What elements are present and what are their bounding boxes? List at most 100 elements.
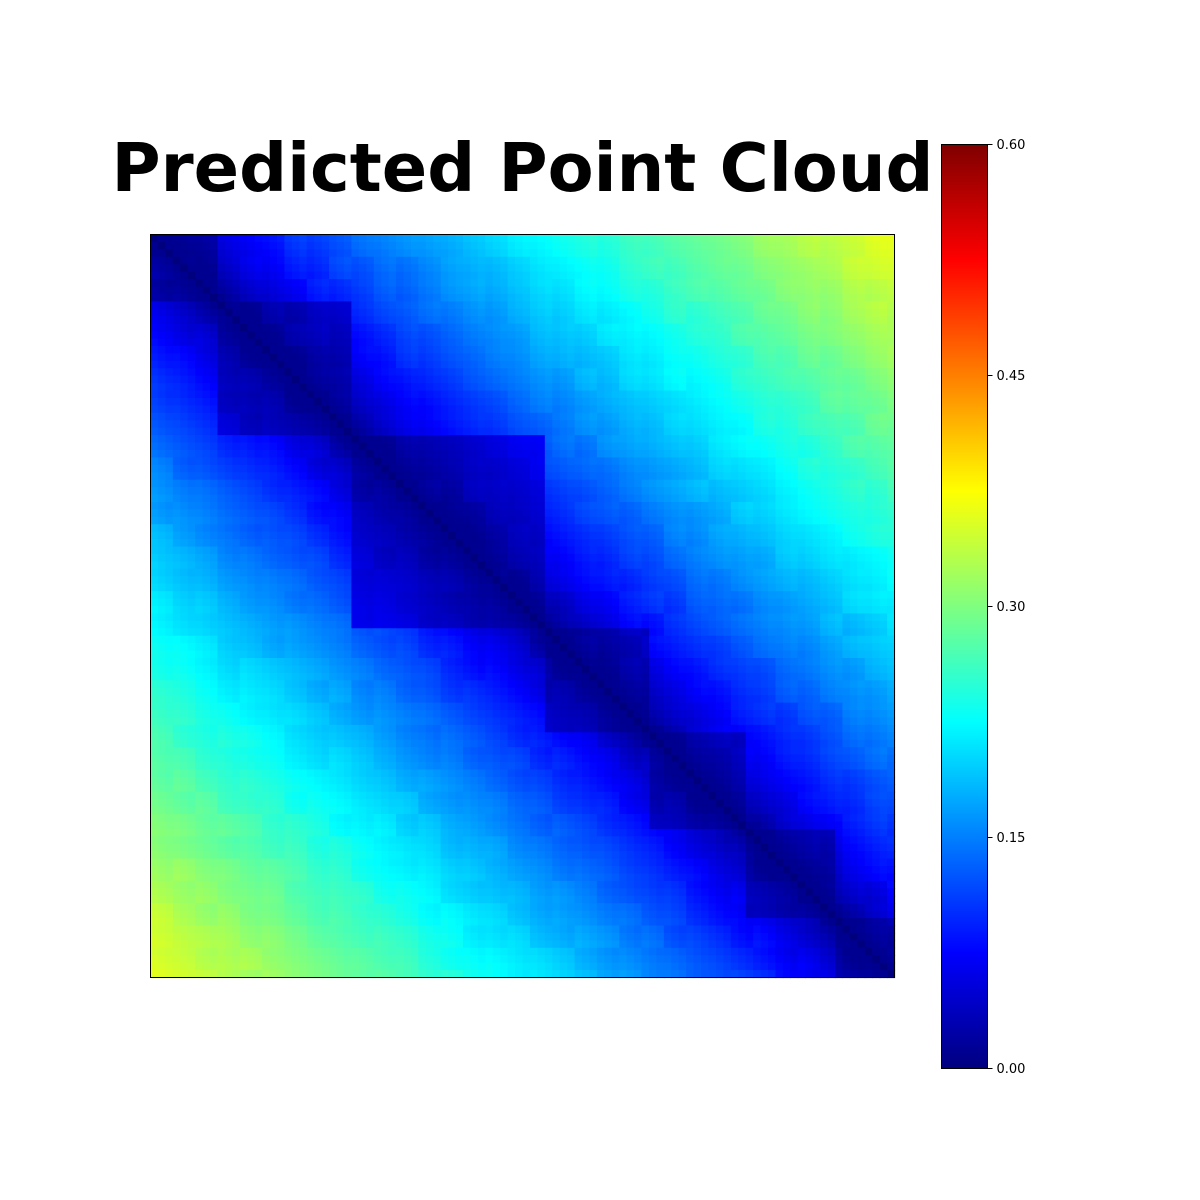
heatmap-cell: [753, 427, 762, 436]
heatmap-cell: [730, 494, 739, 503]
heatmap-cell: [291, 331, 300, 340]
heatmap-cell: [329, 301, 338, 310]
heatmap-cell: [671, 509, 680, 518]
heatmap-cell: [849, 241, 858, 250]
heatmap-cell: [693, 308, 702, 317]
heatmap-cell: [418, 501, 427, 511]
heatmap-cell: [745, 553, 754, 563]
heatmap-cell: [768, 501, 777, 511]
heatmap-cell: [879, 531, 888, 540]
heatmap-cell: [388, 316, 397, 325]
heatmap-cell: [872, 338, 881, 347]
heatmap-cell: [455, 427, 464, 436]
heatmap-cell: [314, 308, 323, 317]
heatmap-cell: [753, 360, 762, 369]
heatmap-cell: [589, 553, 598, 563]
heatmap-cell: [366, 576, 375, 585]
heatmap-cell: [753, 375, 762, 384]
heatmap-cell: [180, 583, 189, 592]
heatmap-cell: [522, 546, 531, 555]
heatmap-cell: [879, 264, 888, 273]
heatmap-cell: [358, 256, 367, 265]
heatmap-cell: [224, 464, 233, 473]
heatmap-cell: [760, 412, 769, 421]
heatmap-cell: [797, 457, 806, 466]
heatmap-cell: [574, 338, 583, 347]
heatmap-cell: [425, 553, 434, 563]
heatmap-cell: [202, 576, 211, 585]
heatmap-cell: [812, 420, 821, 429]
heatmap-cell: [239, 345, 248, 354]
heatmap-cell: [760, 234, 769, 243]
heatmap-cell: [529, 345, 538, 354]
heatmap-cell: [559, 271, 568, 280]
heatmap-cell: [805, 301, 814, 310]
heatmap-cell: [485, 412, 494, 421]
heatmap-cell: [641, 308, 650, 317]
heatmap-cell: [239, 397, 248, 406]
heatmap-cell: [753, 271, 762, 280]
heatmap-cell: [552, 568, 561, 577]
heatmap-cell: [180, 568, 189, 577]
heatmap-cell: [834, 479, 844, 488]
heatmap-cell: [834, 345, 844, 354]
heatmap-cell: [254, 591, 263, 600]
heatmap-cell: [381, 546, 390, 555]
heatmap-cell: [522, 464, 531, 473]
heatmap-cell: [351, 331, 360, 340]
heatmap-cell: [232, 420, 241, 429]
heatmap-cell: [448, 412, 457, 421]
heatmap-cell: [872, 427, 881, 436]
heatmap-cell: [559, 308, 568, 317]
heatmap-cell: [314, 591, 323, 600]
heatmap-cell: [477, 390, 486, 399]
heatmap-cell: [797, 509, 806, 518]
heatmap-cell: [247, 479, 256, 488]
heatmap-cell: [559, 390, 568, 399]
heatmap-cell: [634, 368, 643, 377]
heatmap-cell: [604, 591, 613, 600]
heatmap-cell: [485, 464, 494, 473]
heatmap-cell: [187, 308, 196, 317]
heatmap-cell: [448, 308, 457, 317]
heatmap-cell: [477, 360, 486, 369]
heatmap-cell: [187, 256, 196, 265]
heatmap-cell: [887, 420, 896, 429]
heatmap-cell: [492, 479, 501, 488]
heatmap-cell: [760, 271, 769, 280]
heatmap-cell: [515, 383, 524, 392]
heatmap-cell: [351, 368, 360, 377]
heatmap-cell: [388, 331, 397, 340]
heatmap-cell: [596, 449, 605, 458]
heatmap-cell: [239, 338, 248, 347]
heatmap-cell: [820, 383, 829, 392]
heatmap-cell: [715, 561, 724, 570]
heatmap-cell: [433, 279, 442, 288]
heatmap-cell: [515, 435, 524, 444]
heatmap-cell: [775, 249, 784, 258]
heatmap-cell: [626, 308, 635, 317]
heatmap-cell: [336, 598, 345, 607]
heatmap-cell: [396, 598, 405, 607]
heatmap-cell: [262, 405, 271, 414]
heatmap-cell: [410, 405, 419, 414]
heatmap-cell: [730, 397, 739, 406]
heatmap-cell: [247, 279, 256, 288]
heatmap-cell: [507, 316, 516, 325]
heatmap-cell: [589, 308, 598, 317]
heatmap-cell: [314, 435, 323, 444]
heatmap-cell: [314, 338, 323, 347]
heatmap-cell: [589, 494, 598, 503]
heatmap-cell: [559, 487, 568, 496]
heatmap-cell: [604, 279, 613, 288]
heatmap-cell: [738, 472, 747, 481]
heatmap-cell: [708, 241, 717, 250]
heatmap-cell: [872, 576, 881, 585]
heatmap-cell: [314, 598, 323, 607]
heatmap-cell: [574, 576, 583, 585]
heatmap-cell: [329, 435, 338, 444]
heatmap-cell: [619, 316, 628, 325]
heatmap-cell: [574, 598, 583, 607]
heatmap-cell: [887, 427, 896, 436]
heatmap-cell: [782, 598, 791, 607]
